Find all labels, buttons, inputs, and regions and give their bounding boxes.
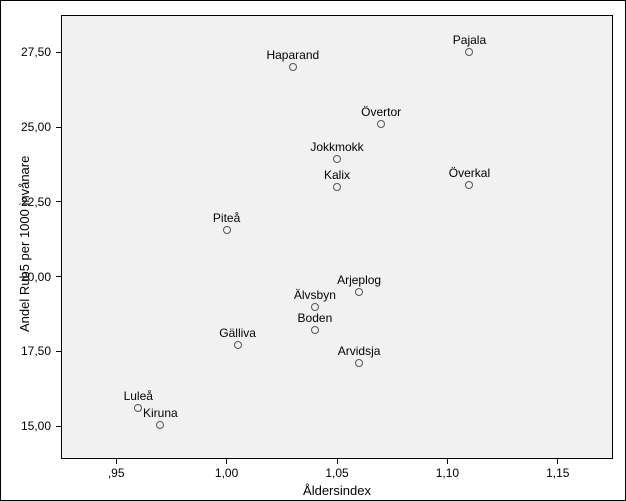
data-point [223, 226, 231, 234]
y-tick-label: 17,50 [21, 344, 51, 358]
data-point [355, 288, 363, 296]
data-point-label: Jokkmokk [310, 140, 363, 154]
data-point-label: Boden [298, 311, 333, 325]
data-point [333, 183, 341, 191]
data-point-label: Luleå [124, 389, 153, 403]
x-axis-title: Åldersindex [303, 483, 371, 498]
x-tick [226, 459, 227, 464]
x-tick-label: 1,05 [325, 466, 348, 480]
data-point [311, 303, 319, 311]
data-point-label: Gälliva [219, 326, 256, 340]
data-point [234, 341, 242, 349]
data-point-label: Överkal [449, 166, 490, 180]
data-point-label: Älvsbyn [294, 288, 336, 302]
y-tick [56, 201, 61, 202]
x-tick-label: 1,00 [215, 466, 238, 480]
y-tick [56, 276, 61, 277]
y-tick [56, 52, 61, 53]
x-tick [116, 459, 117, 464]
x-tick-label: ,95 [108, 466, 125, 480]
data-point-label: Kiruna [143, 406, 178, 420]
data-point-label: Piteå [213, 211, 240, 225]
data-point-label: Pajala [453, 33, 486, 47]
data-point [333, 155, 341, 163]
data-point [156, 421, 164, 429]
x-tick [337, 459, 338, 464]
data-point-label: Haparand [266, 48, 319, 62]
y-tick-label: 25,00 [21, 120, 51, 134]
data-point-label: Arvidsja [338, 344, 381, 358]
x-tick-label: 1,10 [436, 466, 459, 480]
y-tick [56, 426, 61, 427]
data-point-label: Övertor [361, 105, 401, 119]
y-tick-label: 27,50 [21, 45, 51, 59]
y-tick-label: 15,00 [21, 419, 51, 433]
chart-frame: ,951,001,051,101,1515,0017,5020,0022,502… [0, 0, 626, 501]
y-tick [56, 351, 61, 352]
x-tick [557, 459, 558, 464]
x-tick [447, 459, 448, 464]
y-axis-title: Andel Rub5 per 1000 invånare [17, 156, 32, 332]
y-tick [56, 127, 61, 128]
data-point-label: Arjeplog [337, 273, 381, 287]
x-tick-label: 1,15 [546, 466, 569, 480]
data-point-label: Kalix [324, 168, 350, 182]
